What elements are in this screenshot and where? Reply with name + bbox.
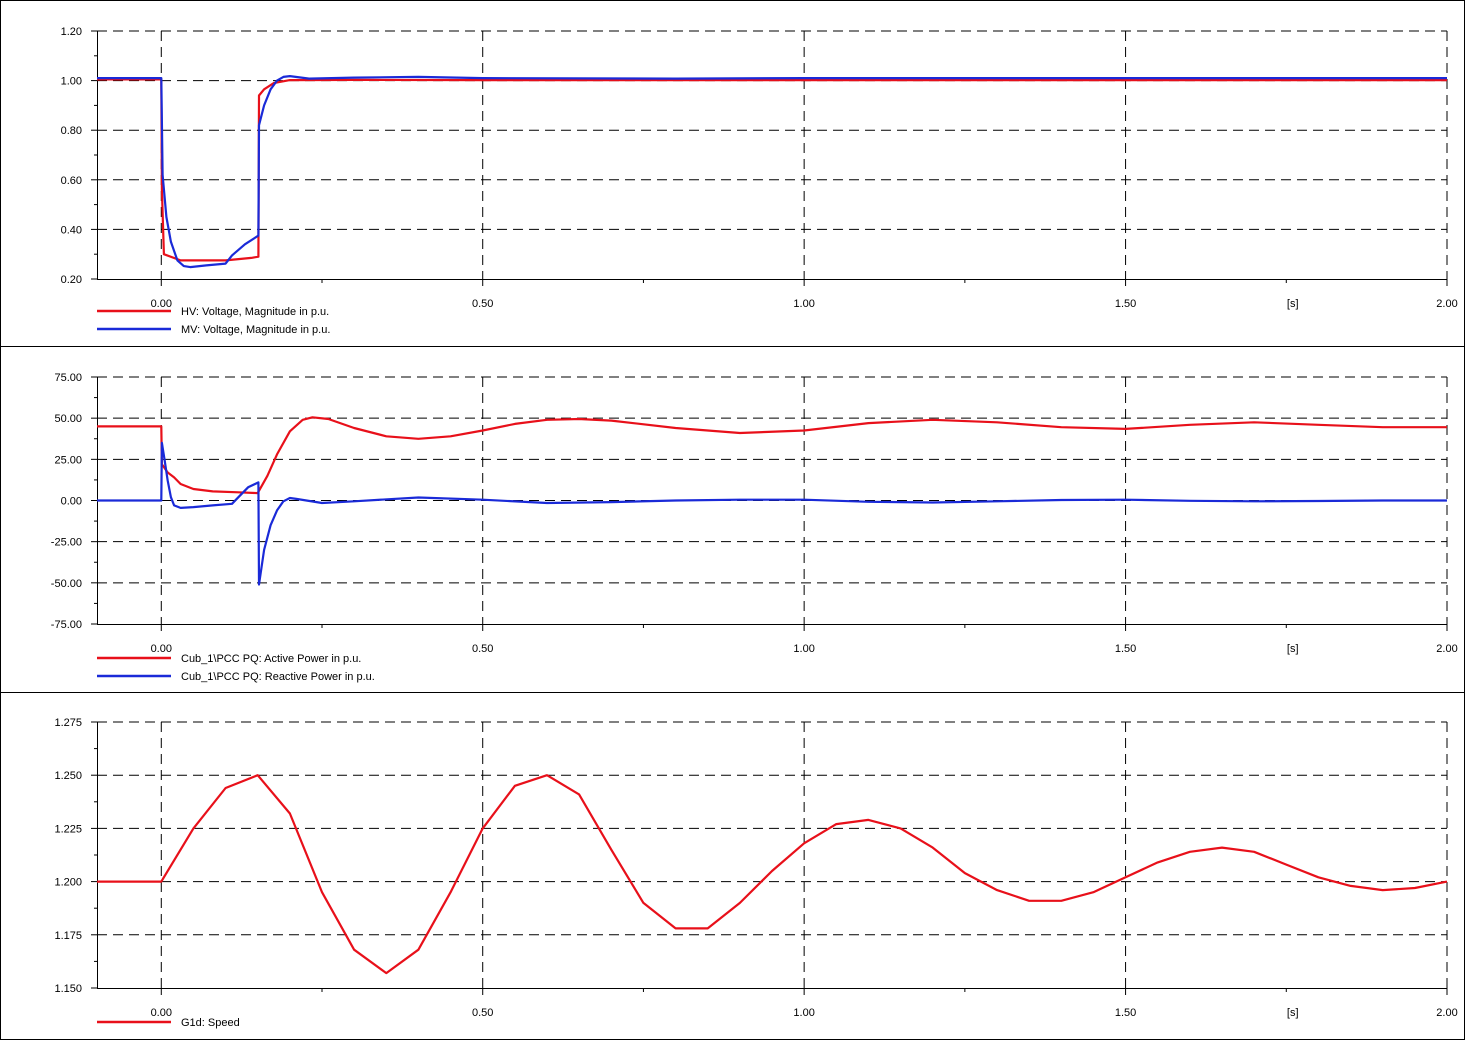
x-tick-label: 0.50 bbox=[472, 298, 493, 310]
y-tick-label: 0.40 bbox=[61, 224, 82, 236]
y-tick-label: 0.20 bbox=[61, 274, 82, 286]
x-tick-label: 1.50 bbox=[1115, 1007, 1136, 1019]
y-tick-label: 0.60 bbox=[61, 175, 82, 187]
x-tick-label: 0.00 bbox=[151, 643, 172, 655]
y-tick-label: -50.00 bbox=[51, 578, 82, 590]
y-tick-label: 1.175 bbox=[54, 930, 82, 942]
chart-panel-3: 1.275 1.250 1.225 1.200 1.175 1.150 0.00 0.50 1.… bbox=[54, 717, 1457, 1029]
y-tick-label: 25.00 bbox=[54, 454, 82, 466]
y-tick-label: 1.150 bbox=[54, 983, 82, 995]
x-tick-label: 0.50 bbox=[472, 643, 493, 655]
y-tick-label: 0.80 bbox=[61, 125, 82, 137]
x-tick-label: 1.50 bbox=[1115, 643, 1136, 655]
y-tick-label: 1.20 bbox=[61, 26, 82, 38]
y-tick-label: 75.00 bbox=[54, 372, 82, 384]
series-line bbox=[97, 78, 1447, 262]
x-tick-label: 1.00 bbox=[793, 298, 814, 310]
x-unit-label: [s] bbox=[1287, 298, 1299, 310]
y-tick-label: -25.00 bbox=[51, 537, 82, 549]
series-line bbox=[97, 75, 1447, 269]
x-tick-label: 1.50 bbox=[1115, 298, 1136, 310]
x-tick-label: 1.00 bbox=[793, 1007, 814, 1019]
series-line bbox=[97, 774, 1448, 975]
chart-panel-2: 75.00 50.00 25.00 0.00 -25.00 -50.00 -75.00 0.0… bbox=[51, 372, 1458, 683]
y-tick-label: 1.275 bbox=[54, 717, 82, 729]
x-unit-label: [s] bbox=[1287, 643, 1299, 655]
series-line bbox=[97, 416, 1447, 495]
y-tick-label: -75.00 bbox=[51, 619, 82, 631]
x-unit-label: [s] bbox=[1287, 1007, 1299, 1019]
legend-label: G1d: Speed bbox=[181, 1017, 240, 1029]
x-tick-label: 0.50 bbox=[472, 1007, 493, 1019]
x-tick-label: 0.00 bbox=[151, 298, 172, 310]
x-tick-label: 2.00 bbox=[1436, 1007, 1457, 1019]
chart-panel-1: 1.20 1.00 0.80 0.60 0.40 0.20 0.00 0.50 1.00 1.50… bbox=[61, 26, 1458, 336]
x-tick-label: 0.00 bbox=[151, 1007, 172, 1019]
legend-label: Cub_1\PCC PQ: Reactive Power in p.u. bbox=[181, 671, 375, 683]
legend-label: Cub_1\PCC PQ: Active Power in p.u. bbox=[181, 653, 361, 665]
y-tick-label: 0.00 bbox=[61, 496, 82, 508]
x-tick-label: 2.00 bbox=[1436, 298, 1457, 310]
y-tick-label: 1.00 bbox=[61, 76, 82, 88]
y-tick-label: 50.00 bbox=[54, 413, 82, 425]
legend-label: MV: Voltage, Magnitude in p.u. bbox=[181, 324, 330, 336]
y-tick-label: 1.200 bbox=[54, 877, 82, 889]
y-tick-label: 1.250 bbox=[54, 770, 82, 782]
x-tick-label: 1.00 bbox=[793, 643, 814, 655]
legend-label: HV: Voltage, Magnitude in p.u. bbox=[181, 306, 329, 318]
y-tick-label: 1.225 bbox=[54, 823, 82, 835]
x-tick-label: 2.00 bbox=[1436, 643, 1457, 655]
series-line bbox=[97, 441, 1447, 586]
